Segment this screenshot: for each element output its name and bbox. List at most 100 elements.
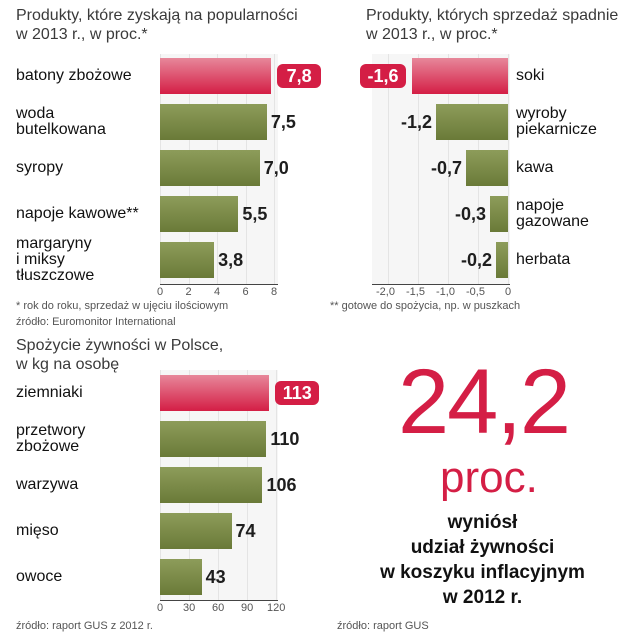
- chart1-bar: [160, 104, 267, 140]
- chart1-bar: [160, 196, 239, 232]
- chart3-category-line: mięso: [16, 522, 59, 539]
- chart2-bar: [412, 58, 508, 94]
- chart2-category-label: kawa: [516, 138, 636, 198]
- highlight-unit: proc.: [440, 453, 538, 502]
- chart2-tick-label: -2,0: [376, 286, 395, 298]
- chart3-plot-area: [160, 370, 278, 600]
- chart2-category-line: herbata: [516, 251, 571, 268]
- chart2-category-line: gazowane: [516, 213, 589, 230]
- chart3-bar: [160, 375, 270, 411]
- chart2-gridline: [508, 54, 509, 284]
- chart3-value-label: 74: [235, 521, 256, 541]
- source-euromonitor: źródło: Euromonitor International: [16, 316, 176, 328]
- chart1-category-label: syropy: [16, 138, 161, 198]
- chart3-tick-label: 0: [157, 602, 164, 614]
- chart2-plot-area: [372, 54, 510, 284]
- chart3-tick-label: 30: [183, 602, 196, 614]
- chart1-value-label: 5,5: [242, 204, 268, 224]
- chart2-bar: [466, 150, 508, 186]
- chart1-value-label: 7,5: [270, 112, 296, 132]
- chart1-category-line: woda: [16, 105, 55, 122]
- chart3-category-line: przetwory: [16, 422, 86, 439]
- chart1-category-label: napoje kawowe**: [16, 184, 161, 244]
- chart2-value-label: -1,2: [400, 112, 432, 132]
- chart2-category-line: piekarnicze: [516, 121, 597, 138]
- chart3-tick-label: 120: [267, 602, 286, 614]
- highlight-description: wyniósł udział żywności w koszyku inflac…: [340, 510, 625, 610]
- footnote-yoy: * rok do roku, sprzedaż w ujęciu ilościo…: [16, 300, 229, 312]
- chart1-plot-area: [160, 54, 278, 284]
- chart3-title-line1: Spożycie żywności w Polsce,: [16, 337, 224, 354]
- chart3-title: Spożycie żywności w Polsce, w kg na osob…: [16, 336, 223, 374]
- chart1-title-line1: Produkty, które zyskają na popularności: [16, 7, 298, 24]
- chart2-category-label: wyroby piekarnicze: [516, 92, 636, 152]
- chart3-value-label: 106: [266, 475, 297, 495]
- chart1-category-label: woda butelkowana: [16, 92, 161, 152]
- chart2-value-label: -1,6: [360, 64, 406, 88]
- chart1-tick-label: 8: [271, 286, 278, 298]
- chart2-value-label: -0,3: [454, 204, 486, 224]
- chart1-axis-line: [160, 284, 278, 285]
- chart2-tick-label: -1,0: [436, 286, 455, 298]
- chart3-gridline: [247, 370, 248, 600]
- chart2-category-label: soki: [516, 46, 636, 106]
- chart3-tick-label: 90: [241, 602, 254, 614]
- highlight-desc-line1: wyniósł: [447, 512, 518, 533]
- chart1-tick-label: 0: [157, 286, 164, 298]
- chart1-tick-label: 4: [214, 286, 221, 298]
- chart3-category-label: mięso: [16, 501, 161, 561]
- chart2-category-line: wyroby: [516, 105, 567, 122]
- chart3-bar: [160, 467, 263, 503]
- chart1-title: Produkty, które zyskają na popularności …: [16, 6, 298, 44]
- chart2-axis-line: [372, 284, 510, 285]
- chart3-gridline: [189, 370, 190, 600]
- source-gus: źródło: raport GUS: [337, 620, 429, 632]
- chart2-category-label: napoje gazowane: [516, 184, 636, 244]
- chart3-title-line2: w kg na osobę: [16, 356, 120, 373]
- chart2-gridline: [388, 54, 389, 284]
- chart2-gridline: [478, 54, 479, 284]
- chart3-category-line: owoce: [16, 568, 63, 585]
- chart1-bar: [160, 242, 215, 278]
- chart1-gridline: [189, 54, 190, 284]
- chart2-value-label: -0,2: [460, 250, 492, 270]
- chart2-bar: [496, 242, 508, 278]
- chart1-tick-label: 2: [185, 286, 192, 298]
- chart2-tick-label: 0: [505, 286, 512, 298]
- chart3-gridline: [160, 370, 161, 600]
- chart2-title-line1: Produkty, których sprzedaż spadnie: [366, 7, 619, 24]
- chart3-value-label: 110: [270, 429, 300, 449]
- chart1-tick-label: 6: [242, 286, 249, 298]
- chart3-category-line: zbożowe: [16, 438, 80, 455]
- chart1-bar: [160, 58, 272, 94]
- chart1-value-label: 7,8: [277, 64, 322, 88]
- chart3-value-label: 113: [275, 381, 320, 405]
- chart3-tick-label: 60: [212, 602, 225, 614]
- chart2-category-line: soki: [516, 67, 545, 84]
- chart1-category-line: i miksy: [16, 251, 65, 268]
- chart3-category-label: warzywa: [16, 455, 161, 515]
- chart2-value-label: -0,7: [430, 158, 462, 178]
- chart3-gridline: [218, 370, 219, 600]
- footnote-ready-to-drink: ** gotowe do spożycia, np. w puszkach: [330, 300, 521, 312]
- chart1-category-line: margaryny: [16, 235, 92, 252]
- chart3-category-label: przetwory zbożowe: [16, 409, 161, 469]
- chart1-gridline: [217, 54, 218, 284]
- chart1-category-label: batony zbożowe: [16, 46, 161, 106]
- chart2-title-line2: w 2013 r., w proc.*: [366, 26, 498, 43]
- chart1-category-line: tłuszczowe: [16, 267, 95, 284]
- chart2-gridline: [448, 54, 449, 284]
- chart1-bar: [160, 150, 260, 186]
- chart1-gridline: [160, 54, 161, 284]
- chart1-value-label: 3,8: [218, 250, 244, 270]
- chart2-bar: [436, 104, 508, 140]
- chart2-gridline: [418, 54, 419, 284]
- chart2-category-line: napoje: [516, 197, 565, 214]
- chart3-category-line: warzywa: [16, 476, 79, 493]
- chart1-gridline: [246, 54, 247, 284]
- highlight-desc-line2: udział żywności: [410, 537, 555, 558]
- chart1-title-line2: w 2013 r., w proc.*: [16, 26, 148, 43]
- chart3-bar: [160, 421, 267, 457]
- chart3-gridline: [276, 370, 277, 600]
- chart1-category-line: napoje kawowe**: [16, 205, 139, 222]
